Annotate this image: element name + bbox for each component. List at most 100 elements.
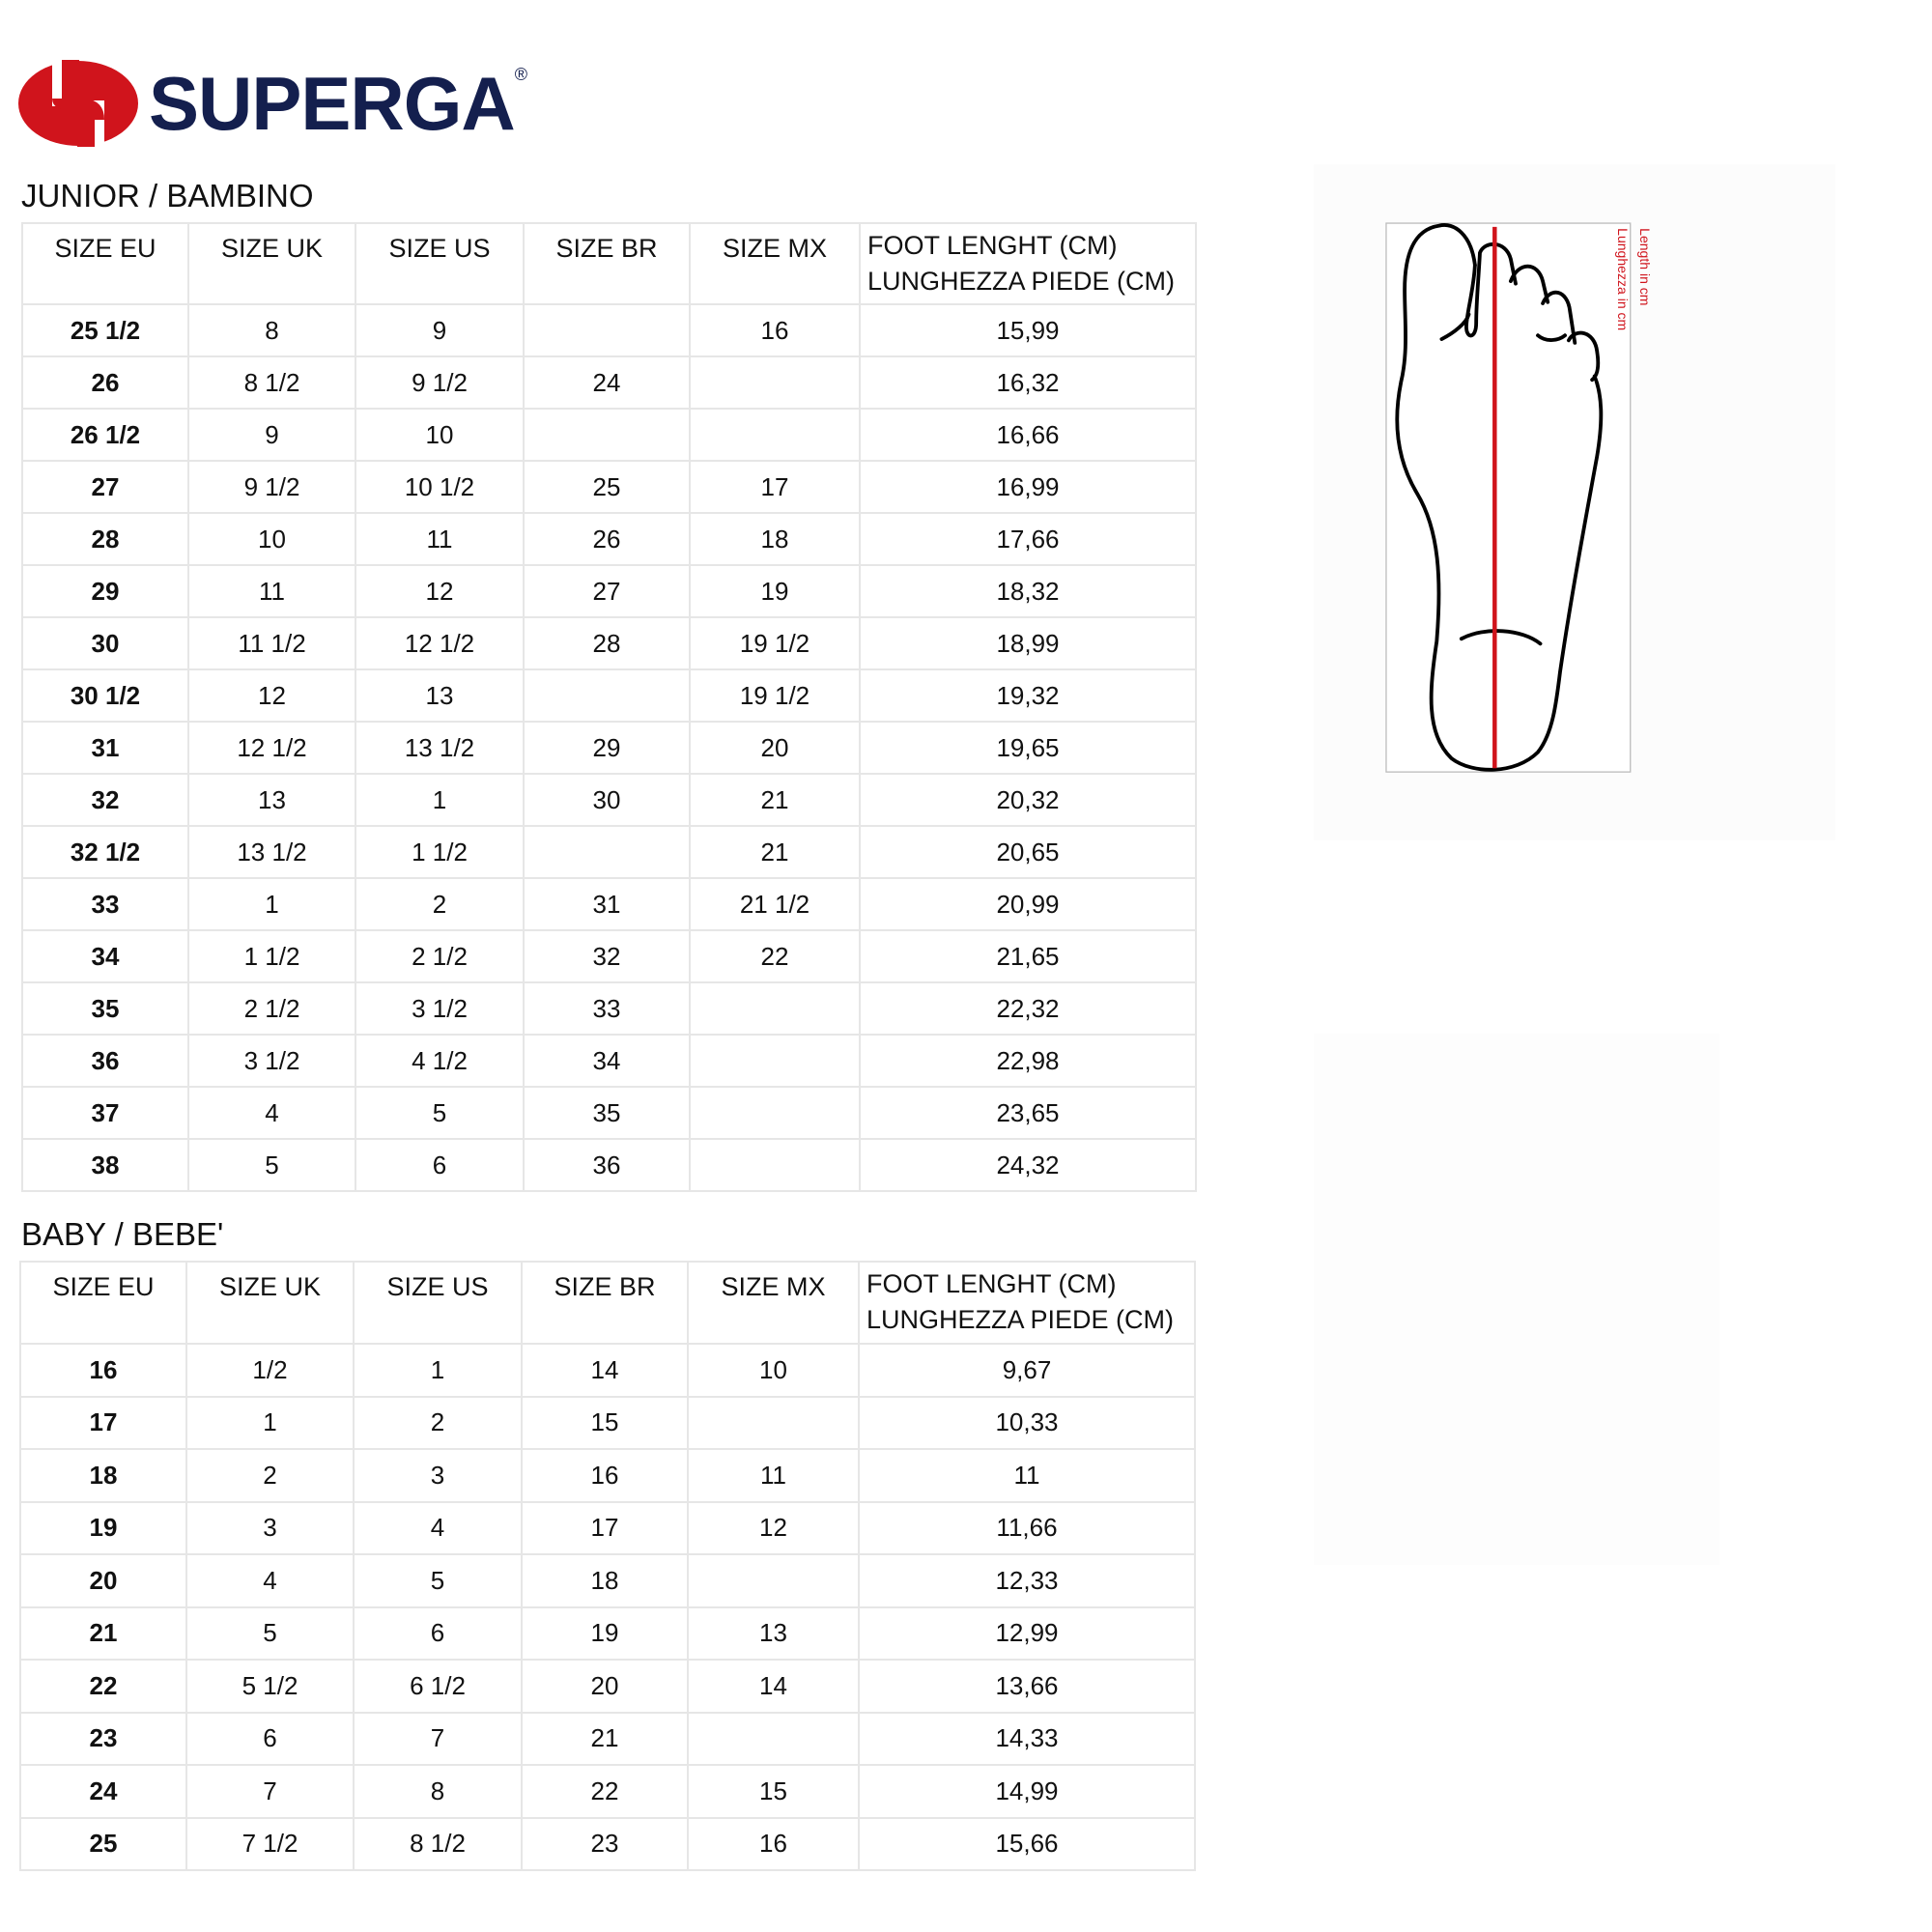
cell-foot-length: 20,99 [859, 877, 1197, 931]
table-row: 24 7 8 22 15 14,99 [19, 1764, 1196, 1819]
cell-size-uk: 12 [187, 668, 356, 723]
foot-outline-icon [1395, 223, 1604, 772]
cell-size-us: 7 [353, 1711, 523, 1766]
cell-foot-length: 16,99 [859, 460, 1197, 514]
cell-foot-length: 11,66 [858, 1500, 1196, 1555]
header-foot-length-en: FOOT LENGHT (CM) [867, 231, 1118, 260]
cell-foot-length: 17,66 [859, 512, 1197, 566]
cell-size-br: 26 [523, 512, 691, 566]
cell-size-uk: 5 1/2 [185, 1659, 355, 1714]
cell-size-mx: 21 [689, 825, 861, 879]
cell-foot-length: 19,32 [859, 668, 1197, 723]
cell-size-mx: 11 [687, 1448, 860, 1503]
table-row: 17 1 2 15 10,33 [19, 1395, 1196, 1450]
cell-size-eu: 36 [21, 1034, 189, 1088]
cell-size-mx [689, 1034, 861, 1088]
cell-size-mx: 20 [689, 721, 861, 775]
cell-size-us: 6 [353, 1605, 523, 1661]
table-row: 31 12 1/2 13 1/2 29 20 19,65 [21, 721, 1197, 775]
cell-size-eu: 22 [19, 1659, 187, 1714]
cell-size-br: 32 [523, 929, 691, 983]
background-panel [1314, 1034, 1719, 1565]
cell-size-uk: 9 [187, 408, 356, 462]
cell-foot-length: 18,99 [859, 616, 1197, 670]
cell-size-mx: 19 1/2 [689, 668, 861, 723]
cell-size-br: 16 [521, 1448, 689, 1503]
cell-foot-length: 16,32 [859, 355, 1197, 410]
cell-size-mx: 15 [687, 1764, 860, 1819]
cell-size-eu: 26 1/2 [21, 408, 189, 462]
cell-size-mx [689, 1138, 861, 1192]
table-row: 35 2 1/2 3 1/2 33 22,32 [21, 981, 1197, 1036]
cell-foot-length: 22,32 [859, 981, 1197, 1036]
header-size-eu: SIZE EU [19, 1261, 187, 1345]
cell-size-eu: 19 [19, 1500, 187, 1555]
cell-foot-length: 14,99 [858, 1764, 1196, 1819]
cell-size-eu: 33 [21, 877, 189, 931]
cell-size-br [523, 408, 691, 462]
table-row: 30 11 1/2 12 1/2 28 19 1/2 18,99 [21, 616, 1197, 670]
cell-size-mx: 16 [689, 303, 861, 357]
cell-size-mx [689, 355, 861, 410]
cell-size-us: 2 [353, 1395, 523, 1450]
cell-size-eu: 32 1/2 [21, 825, 189, 879]
cell-size-br: 21 [521, 1711, 689, 1766]
cell-size-br: 20 [521, 1659, 689, 1714]
length-label-it: Lunghezza in cm [1615, 228, 1631, 330]
length-label-en: Length in cm [1637, 228, 1653, 305]
cell-size-us: 3 1/2 [355, 981, 525, 1036]
header-size-eu: SIZE EU [21, 222, 189, 305]
cell-foot-length: 22,98 [859, 1034, 1197, 1088]
cell-size-eu: 24 [19, 1764, 187, 1819]
cell-size-br: 34 [523, 1034, 691, 1088]
cell-size-mx: 18 [689, 512, 861, 566]
cell-size-us: 9 1/2 [355, 355, 525, 410]
header-size-uk: SIZE UK [185, 1261, 355, 1345]
header-size-mx: SIZE MX [689, 222, 861, 305]
cell-size-eu: 21 [19, 1605, 187, 1661]
cell-size-uk: 4 [187, 1086, 356, 1140]
table-row: 38 5 6 36 24,32 [21, 1138, 1197, 1192]
cell-size-us: 5 [353, 1553, 523, 1608]
cell-size-uk: 4 [185, 1553, 355, 1608]
cell-size-mx: 13 [687, 1605, 860, 1661]
cell-size-br: 25 [523, 460, 691, 514]
brand-name: SUPERGA [149, 61, 516, 146]
cell-size-us: 10 [355, 408, 525, 462]
cell-size-br: 33 [523, 981, 691, 1036]
table-row: 21 5 6 19 13 12,99 [19, 1605, 1196, 1661]
junior-title: JUNIOR / BAMBINO [21, 178, 314, 213]
cell-size-us: 2 1/2 [355, 929, 525, 983]
cell-size-eu: 29 [21, 564, 189, 618]
cell-size-uk: 13 [187, 773, 356, 827]
cell-size-us: 4 [353, 1500, 523, 1555]
cell-foot-length: 20,32 [859, 773, 1197, 827]
cell-foot-length: 14,33 [858, 1711, 1196, 1766]
cell-size-mx [689, 1086, 861, 1140]
cell-size-us: 6 1/2 [353, 1659, 523, 1714]
cell-foot-length: 23,65 [859, 1086, 1197, 1140]
table-row: 29 11 12 27 19 18,32 [21, 564, 1197, 618]
cell-size-br: 28 [523, 616, 691, 670]
header-size-br: SIZE BR [521, 1261, 689, 1345]
cell-foot-length: 13,66 [858, 1659, 1196, 1714]
cell-size-eu: 34 [21, 929, 189, 983]
cell-size-eu: 26 [21, 355, 189, 410]
table-row: 30 1/2 12 13 19 1/2 19,32 [21, 668, 1197, 723]
table-row: 28 10 11 26 18 17,66 [21, 512, 1197, 566]
cell-size-uk: 11 1/2 [187, 616, 356, 670]
table-row: 26 8 1/2 9 1/2 24 16,32 [21, 355, 1197, 410]
cell-size-mx: 10 [687, 1343, 860, 1398]
cell-size-eu: 35 [21, 981, 189, 1036]
header-foot-length: FOOT LENGHT (CM) LUNGHEZZA PIEDE (CM) [858, 1261, 1196, 1345]
table-row: 25 7 1/2 8 1/2 23 16 15,66 [19, 1816, 1196, 1871]
cell-size-br: 31 [523, 877, 691, 931]
cell-size-br: 14 [521, 1343, 689, 1398]
cell-size-br: 22 [521, 1764, 689, 1819]
cell-size-us: 6 [355, 1138, 525, 1192]
cell-size-uk: 3 1/2 [187, 1034, 356, 1088]
cell-size-uk: 8 1/2 [187, 355, 356, 410]
cell-size-br: 19 [521, 1605, 689, 1661]
table-header-row: SIZE EU SIZE UK SIZE US SIZE BR SIZE MX … [21, 222, 1197, 305]
cell-size-br: 15 [521, 1395, 689, 1450]
